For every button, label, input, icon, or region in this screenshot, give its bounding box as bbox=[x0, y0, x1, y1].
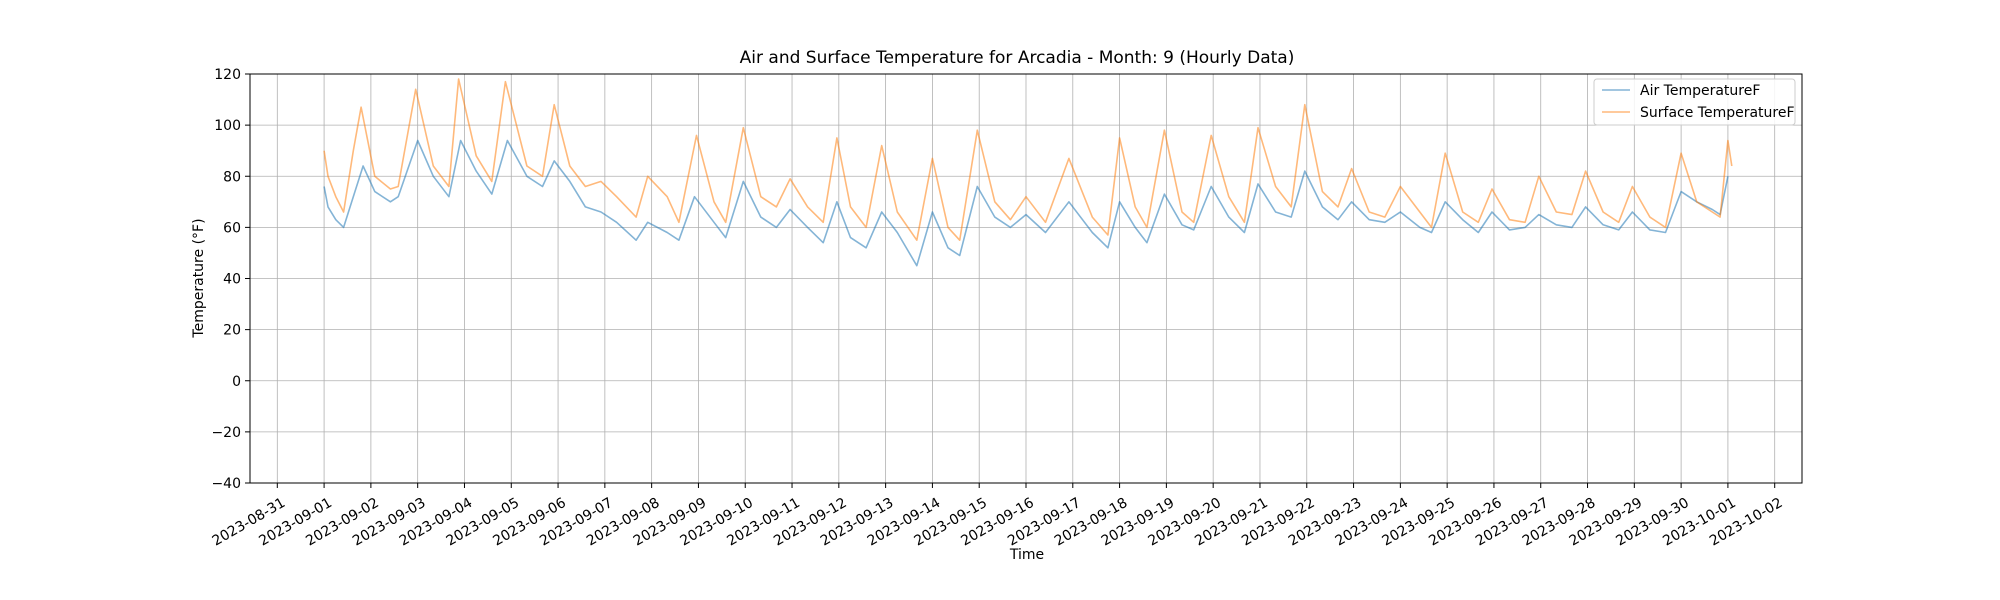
y-tick-label: −20 bbox=[211, 425, 241, 441]
y-axis-ticks: −40 −20 0 20 40 60 80 100 120 bbox=[211, 67, 250, 492]
chart-title: Air and Surface Temperature for Arcadia … bbox=[740, 48, 1295, 68]
y-tick-label: 80 bbox=[223, 169, 241, 185]
y-tick-label: 0 bbox=[232, 374, 241, 390]
series-line-surface bbox=[323, 78, 1733, 241]
x-axis-label: Time bbox=[1009, 547, 1044, 563]
legend: Air TemperatureF Surface TemperatureF bbox=[1593, 78, 1796, 126]
series-layer bbox=[323, 78, 1733, 267]
legend-label-surface: Surface TemperatureF bbox=[1640, 105, 1795, 121]
legend-label-air: Air TemperatureF bbox=[1640, 83, 1760, 99]
y-tick-label: 120 bbox=[214, 67, 241, 83]
y-tick-label: 60 bbox=[223, 220, 241, 236]
y-tick-label: 100 bbox=[214, 118, 241, 134]
y-tick-label: 20 bbox=[223, 323, 241, 339]
y-tick-label: 40 bbox=[223, 272, 241, 288]
series-line-air bbox=[323, 139, 1729, 267]
y-tick-label: −40 bbox=[211, 476, 241, 492]
y-axis-label: Temperature (°F) bbox=[191, 218, 207, 338]
legend-box bbox=[1593, 78, 1796, 126]
